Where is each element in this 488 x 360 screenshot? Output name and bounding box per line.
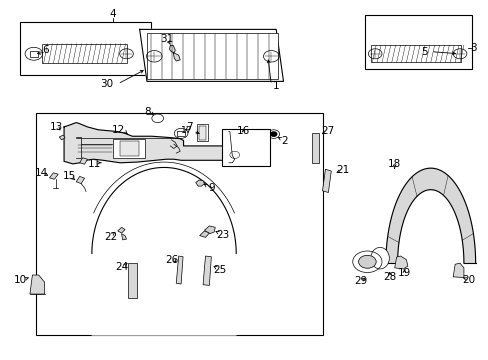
Polygon shape bbox=[92, 167, 236, 335]
Text: 19: 19 bbox=[397, 268, 410, 278]
Bar bbox=[147, 33, 277, 79]
Polygon shape bbox=[30, 275, 44, 294]
Polygon shape bbox=[394, 256, 407, 269]
Bar bbox=[197, 124, 207, 141]
Text: 26: 26 bbox=[165, 255, 179, 265]
Bar bbox=[177, 131, 184, 136]
Polygon shape bbox=[204, 226, 215, 234]
Text: 24: 24 bbox=[115, 262, 128, 272]
Text: 1: 1 bbox=[272, 81, 279, 91]
Polygon shape bbox=[173, 53, 180, 61]
Text: 17: 17 bbox=[180, 126, 191, 135]
Text: 27: 27 bbox=[321, 126, 334, 135]
Bar bbox=[365, 15, 471, 69]
Bar bbox=[36, 113, 323, 335]
Bar bbox=[311, 134, 318, 163]
Text: 15: 15 bbox=[62, 171, 76, 181]
Text: 21: 21 bbox=[336, 165, 349, 175]
Text: 12: 12 bbox=[112, 125, 125, 135]
Polygon shape bbox=[59, 135, 65, 140]
Bar bbox=[30, 50, 38, 57]
Text: 20: 20 bbox=[461, 275, 474, 285]
Text: 7: 7 bbox=[186, 122, 193, 132]
Text: 11: 11 bbox=[88, 159, 101, 169]
Text: 3: 3 bbox=[469, 43, 476, 53]
Polygon shape bbox=[169, 45, 175, 53]
Bar bbox=[20, 22, 151, 75]
Text: 28: 28 bbox=[383, 272, 396, 282]
Bar bbox=[128, 263, 137, 298]
Polygon shape bbox=[140, 30, 283, 81]
Text: 29: 29 bbox=[353, 276, 366, 286]
Text: 5: 5 bbox=[421, 46, 427, 57]
Polygon shape bbox=[64, 123, 261, 164]
Text: 6: 6 bbox=[42, 45, 49, 55]
Polygon shape bbox=[385, 168, 475, 263]
Circle shape bbox=[270, 132, 276, 136]
Bar bbox=[370, 45, 461, 62]
Text: 14: 14 bbox=[35, 168, 48, 178]
Bar bbox=[221, 129, 270, 166]
Ellipse shape bbox=[370, 247, 388, 269]
Text: 16: 16 bbox=[236, 126, 250, 136]
Text: 2: 2 bbox=[281, 136, 287, 145]
Bar bbox=[113, 139, 144, 158]
Text: 13: 13 bbox=[50, 122, 63, 132]
Polygon shape bbox=[76, 176, 84, 184]
Bar bbox=[199, 126, 205, 140]
Text: 9: 9 bbox=[207, 183, 214, 193]
Text: 8: 8 bbox=[144, 107, 151, 117]
Polygon shape bbox=[49, 173, 58, 179]
Text: 18: 18 bbox=[387, 159, 401, 169]
Polygon shape bbox=[80, 158, 87, 164]
Polygon shape bbox=[122, 234, 126, 240]
Polygon shape bbox=[176, 256, 183, 284]
Text: 10: 10 bbox=[14, 275, 27, 285]
Polygon shape bbox=[322, 169, 330, 193]
Polygon shape bbox=[203, 256, 211, 285]
Polygon shape bbox=[118, 227, 125, 233]
Text: 23: 23 bbox=[216, 230, 229, 239]
Bar bbox=[42, 44, 127, 63]
Text: 30: 30 bbox=[100, 79, 113, 89]
Text: 22: 22 bbox=[103, 232, 117, 242]
Bar bbox=[120, 141, 139, 156]
Polygon shape bbox=[199, 231, 209, 237]
Polygon shape bbox=[452, 263, 463, 278]
Text: 25: 25 bbox=[213, 265, 226, 275]
Polygon shape bbox=[195, 180, 204, 186]
Text: 4: 4 bbox=[109, 9, 116, 19]
Text: 31: 31 bbox=[160, 35, 173, 44]
Circle shape bbox=[358, 255, 375, 268]
